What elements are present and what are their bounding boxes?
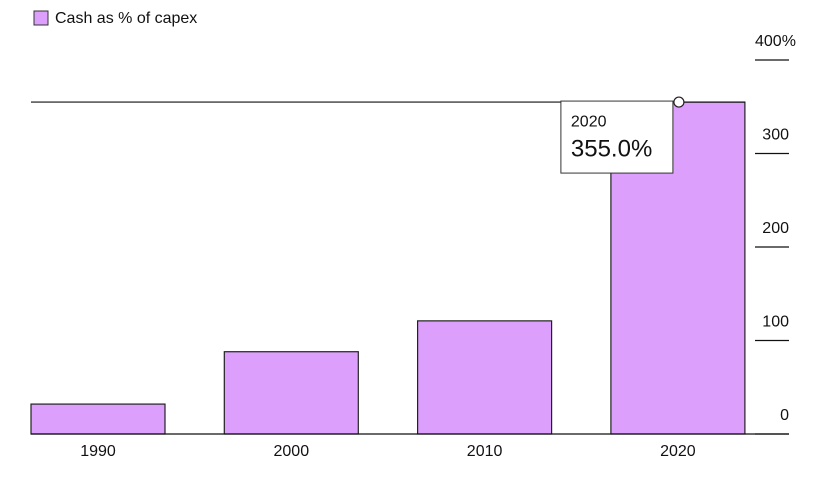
bar: [417, 320, 553, 435]
tooltip-category: 2020: [571, 113, 607, 130]
x-tick-label: 1990: [80, 443, 116, 460]
bar: [30, 403, 166, 435]
legend-label: Cash as % of capex: [55, 10, 197, 27]
y-tick-label: 0: [780, 407, 789, 424]
x-tick-label: 2010: [467, 443, 503, 460]
y-tick-label: 200: [762, 220, 789, 237]
x-tick-label: 2000: [274, 443, 310, 460]
x-tick-label: 2020: [660, 443, 696, 460]
y-tick-label: 300: [762, 127, 789, 144]
y-tick-label: 400%: [755, 33, 796, 50]
bar: [223, 351, 359, 435]
tooltip-value: 355.0%: [571, 135, 652, 162]
hover-point: [673, 96, 685, 108]
legend-swatch: [33, 10, 49, 26]
tooltip-box: [560, 100, 674, 174]
y-tick-label: 100: [762, 314, 789, 331]
